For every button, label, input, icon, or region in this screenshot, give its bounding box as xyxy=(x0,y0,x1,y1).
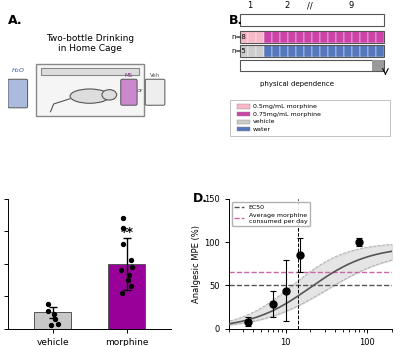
FancyBboxPatch shape xyxy=(230,100,390,136)
FancyBboxPatch shape xyxy=(36,64,144,116)
Text: A.: A. xyxy=(8,14,23,27)
Text: MS: MS xyxy=(125,73,133,78)
Text: 0.5mg/mL morphine: 0.5mg/mL morphine xyxy=(253,104,317,109)
Bar xyxy=(360,45,368,57)
Bar xyxy=(272,31,280,43)
Bar xyxy=(288,45,296,57)
Bar xyxy=(280,45,288,57)
Bar xyxy=(237,104,250,109)
Text: B.: B. xyxy=(228,14,243,27)
FancyBboxPatch shape xyxy=(8,79,28,108)
Text: n=8: n=8 xyxy=(232,34,247,40)
Text: Two-bottle Drinking
in Home Cage: Two-bottle Drinking in Home Cage xyxy=(46,34,134,53)
Bar xyxy=(368,31,376,43)
Bar xyxy=(336,45,344,57)
Text: 2: 2 xyxy=(285,1,290,10)
Text: Veh: Veh xyxy=(150,73,160,78)
Point xyxy=(120,242,127,247)
Bar xyxy=(288,31,296,43)
Bar xyxy=(240,31,248,43)
Bar xyxy=(360,31,368,43)
Bar xyxy=(108,264,146,329)
Bar xyxy=(34,312,71,329)
Bar xyxy=(372,60,384,71)
Legend: EC50, Average morphine
consumed per day: EC50, Average morphine consumed per day xyxy=(232,202,310,226)
Point xyxy=(128,258,134,263)
Bar xyxy=(312,45,320,57)
Bar xyxy=(352,31,360,43)
Bar xyxy=(248,31,256,43)
Bar xyxy=(352,45,360,57)
Bar xyxy=(237,112,250,116)
Point xyxy=(120,216,126,221)
Point xyxy=(48,323,54,328)
FancyBboxPatch shape xyxy=(121,79,137,105)
Bar xyxy=(272,45,280,57)
Bar xyxy=(336,31,344,43)
Bar xyxy=(264,31,272,43)
Bar xyxy=(296,45,304,57)
Point xyxy=(45,301,52,307)
Bar xyxy=(328,31,336,43)
Point xyxy=(126,273,132,278)
Bar xyxy=(240,45,248,57)
Bar xyxy=(320,45,328,57)
Bar xyxy=(368,45,376,57)
FancyBboxPatch shape xyxy=(145,79,165,105)
Bar xyxy=(256,45,264,57)
Bar xyxy=(237,119,250,124)
Text: n=5: n=5 xyxy=(232,48,247,54)
Bar xyxy=(344,45,352,57)
FancyBboxPatch shape xyxy=(240,60,384,71)
Bar xyxy=(376,31,384,43)
Text: 1: 1 xyxy=(247,1,252,10)
Bar xyxy=(248,45,256,57)
Bar xyxy=(312,31,320,43)
Point xyxy=(55,321,61,326)
Ellipse shape xyxy=(70,89,109,103)
Bar xyxy=(320,31,328,43)
Point xyxy=(45,308,52,313)
Point xyxy=(125,277,131,283)
Text: **: ** xyxy=(120,226,133,239)
Bar xyxy=(328,45,336,57)
Text: $H_2O$: $H_2O$ xyxy=(11,66,25,75)
Y-axis label: Analgesic MPE (%): Analgesic MPE (%) xyxy=(192,225,201,303)
Ellipse shape xyxy=(102,90,117,100)
Text: D.: D. xyxy=(193,192,208,205)
Bar xyxy=(264,45,272,57)
Bar xyxy=(376,45,384,57)
Point xyxy=(118,267,124,273)
Point xyxy=(50,312,57,317)
Point xyxy=(52,316,58,322)
Text: 9: 9 xyxy=(348,1,354,10)
Text: physical dependence: physical dependence xyxy=(260,81,334,86)
Text: 0.75mg/mL morphine: 0.75mg/mL morphine xyxy=(253,111,321,117)
Bar xyxy=(296,31,304,43)
Bar xyxy=(304,31,312,43)
Point xyxy=(120,225,126,231)
Bar xyxy=(280,31,288,43)
Bar xyxy=(344,31,352,43)
Point xyxy=(129,264,136,270)
Text: vehicle: vehicle xyxy=(253,119,276,124)
Text: or: or xyxy=(137,89,144,93)
Bar xyxy=(256,31,264,43)
Point xyxy=(128,284,134,289)
Bar xyxy=(304,45,312,57)
Point xyxy=(118,290,125,296)
Text: water: water xyxy=(253,127,271,131)
Text: //: // xyxy=(308,1,313,10)
FancyBboxPatch shape xyxy=(41,67,139,75)
Bar xyxy=(237,127,250,131)
